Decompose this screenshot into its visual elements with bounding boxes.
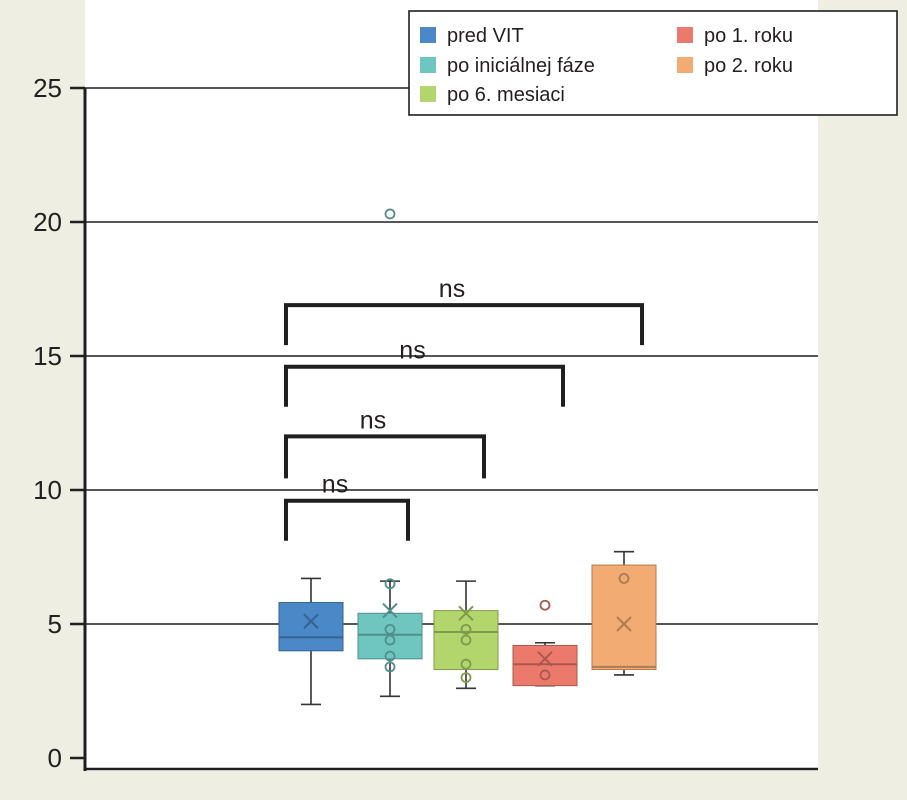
significance-bracket [284, 303, 644, 346]
data-point [539, 599, 551, 611]
legend-box [408, 10, 898, 116]
mean-marker [458, 605, 474, 621]
data-point [384, 650, 396, 662]
box-body [433, 610, 499, 671]
data-point [384, 634, 396, 646]
data-point [460, 672, 472, 683]
legend-label: po iniciálnej fáze [447, 55, 595, 77]
y-tick-label: 5 [48, 609, 62, 639]
significance-label: ns [399, 337, 425, 365]
box-body [591, 564, 657, 671]
significance-bracket [284, 364, 565, 407]
mean-marker [537, 651, 553, 667]
y-tick-label: 0 [48, 743, 62, 773]
box-body [512, 644, 578, 687]
data-point [460, 634, 472, 646]
legend-swatch [677, 27, 693, 43]
significance-label: ns [360, 406, 386, 434]
y-tick-label: 25 [33, 73, 62, 103]
significance-label: ns [322, 471, 348, 499]
significance-bracket [284, 498, 410, 541]
legend-swatch [420, 86, 436, 102]
data-point [539, 669, 551, 681]
data-point [384, 661, 396, 673]
legend-label: pred VIT [447, 25, 524, 47]
data-point [460, 623, 472, 635]
mean-marker [303, 613, 319, 630]
legend-swatch [420, 57, 436, 73]
mean-marker [382, 602, 398, 619]
mean-marker [616, 616, 632, 632]
data-point [384, 208, 396, 220]
legend-label: po 2. roku [704, 55, 793, 77]
data-point [618, 573, 630, 584]
y-tick-label: 15 [33, 341, 62, 371]
data-point [384, 623, 396, 635]
legend-label: po 1. roku [704, 25, 793, 47]
data-point [460, 658, 472, 670]
significance-label: ns [439, 275, 465, 303]
data-point [384, 578, 396, 590]
legend-label: po 6. mesiaci [447, 84, 565, 106]
legend-swatch [420, 27, 436, 43]
box-body [278, 602, 344, 652]
y-tick-label: 10 [33, 475, 62, 505]
y-tick-label: 20 [33, 207, 62, 237]
legend-swatch [677, 57, 693, 73]
significance-bracket [284, 434, 486, 479]
